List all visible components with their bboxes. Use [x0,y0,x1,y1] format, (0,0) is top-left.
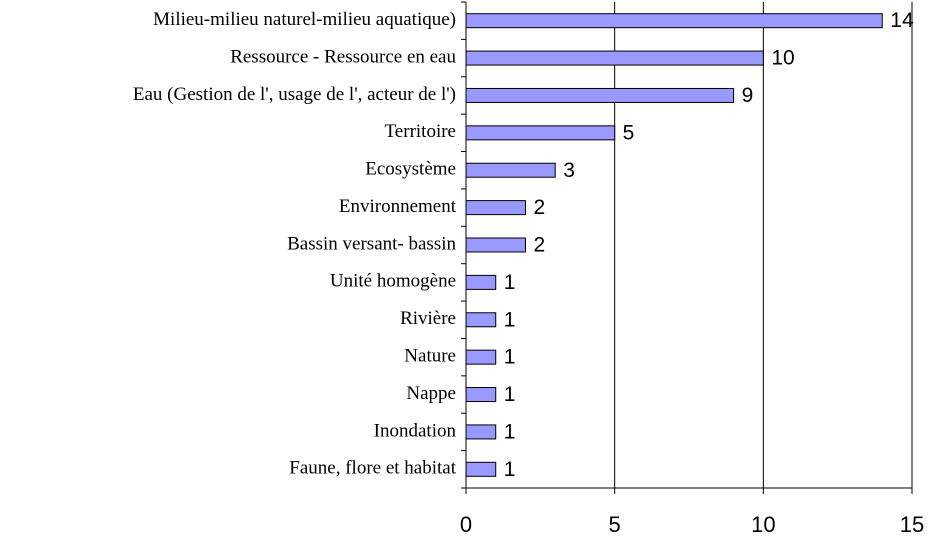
value-label: 2 [533,234,545,257]
value-label: 14 [890,9,914,32]
x-tick-label: 10 [751,512,775,537]
y-tick-label: Faune, flore et habitat [289,458,456,479]
bar [465,461,497,477]
value-label: 1 [504,458,516,481]
y-tick-label: Ecosystème [365,159,456,180]
bar [465,162,556,178]
value-label: 10 [771,47,794,70]
y-tick-label: Eau (Gestion de l', usage de l', acteur … [133,84,456,105]
y-tick-label: Unité homogène [330,271,456,292]
y-tick-label: Inondation [374,420,457,441]
y-tick-label: Rivière [400,308,456,329]
y-tick-label: Nappe [406,383,456,404]
bar [465,237,526,253]
x-tick-label: 5 [609,512,621,537]
y-tick-label: Nature [404,346,456,367]
bar [465,312,497,328]
bar [465,424,497,440]
value-label: 1 [504,271,516,294]
value-label: 1 [504,383,516,406]
bar [465,274,497,290]
y-tick-label: Milieu-milieu naturel-milieu aquatique) [153,9,456,30]
bar [465,200,526,216]
value-label: 1 [504,420,516,443]
y-tick-label: Environnement [339,196,457,217]
value-label: 3 [563,159,575,182]
bar [465,87,735,103]
value-label: 1 [504,346,516,369]
x-tick-label: 0 [460,512,472,537]
value-label: 5 [623,121,635,144]
bar [465,349,497,365]
bar [465,125,616,141]
x-tick-label: 15 [900,512,924,537]
bar [465,387,497,403]
y-tick-label: Ressource - Ressource en eau [230,46,456,67]
value-label: 9 [742,84,754,107]
y-tick-label: Bassin versant- bassin [287,233,456,254]
bar [465,50,764,66]
y-tick-label: Territoire [385,121,456,142]
bar [465,13,883,29]
value-label: 1 [504,308,516,331]
value-label: 2 [533,196,545,219]
